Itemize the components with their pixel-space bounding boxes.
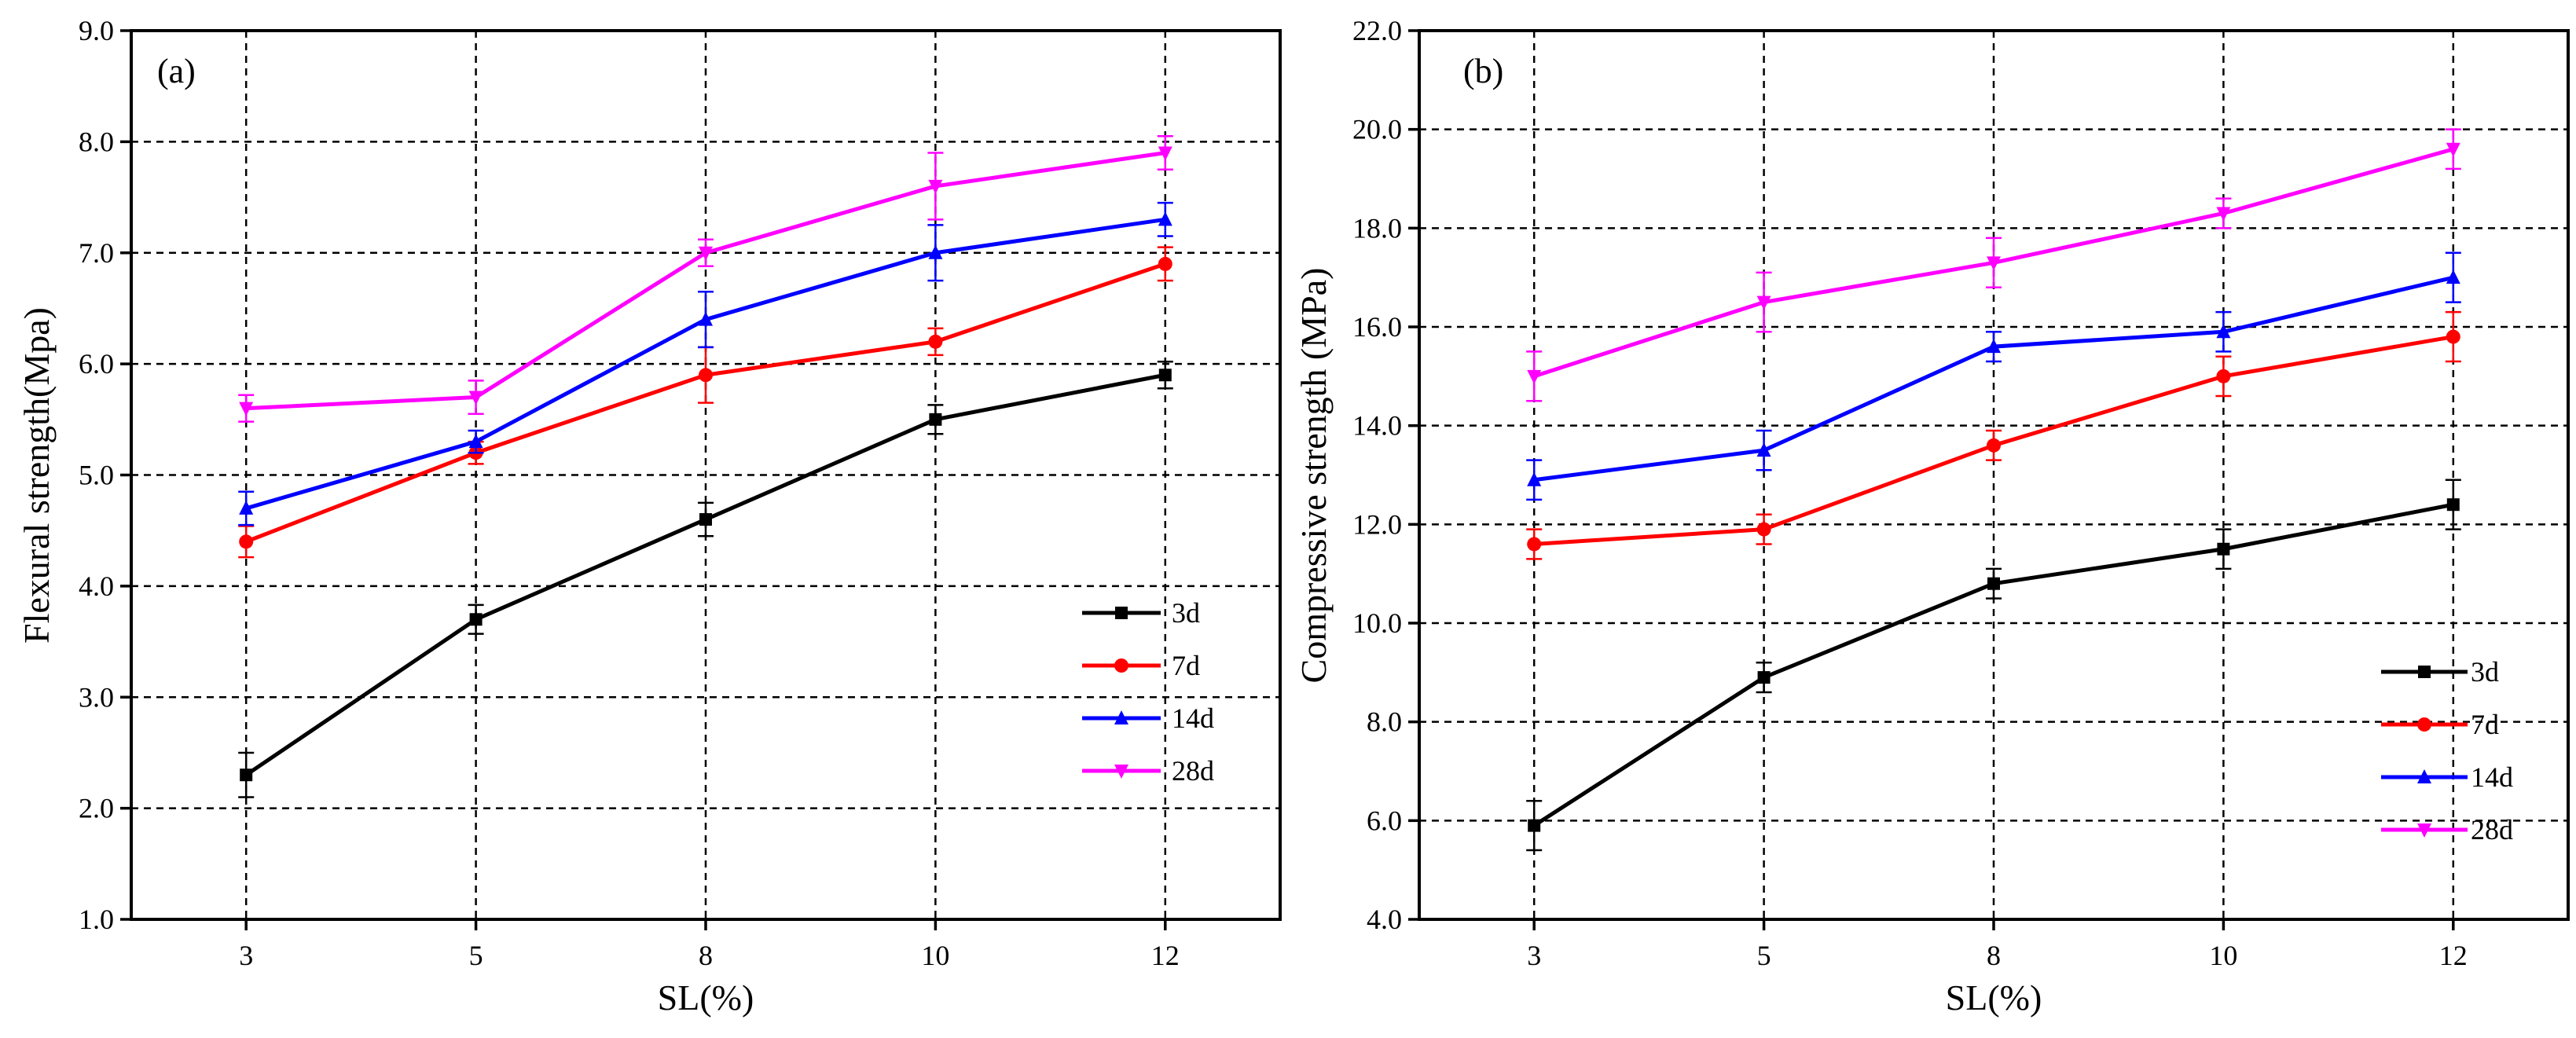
panel-label: (b): [1463, 52, 1503, 90]
data-point-7d: [928, 334, 943, 349]
data-point-14d: [928, 244, 943, 259]
x-tick-label: 3: [239, 940, 253, 971]
data-point-28d: [1987, 256, 2001, 271]
x-tick-label: 12: [1151, 940, 1180, 971]
legend-marker-14d: [2417, 769, 2431, 783]
data-point-28d: [2216, 207, 2231, 222]
x-tick-label: 5: [1757, 940, 1771, 971]
data-point-28d: [1158, 146, 1172, 161]
data-point-28d: [699, 246, 713, 261]
x-axis-title: SL(%): [658, 977, 754, 1018]
y-tick-label: 8.0: [79, 126, 114, 157]
legend-marker-28d: [2417, 823, 2431, 838]
y-tick-label: 4.0: [79, 570, 114, 602]
legend-label-7d: 7d: [2471, 709, 2499, 740]
y-tick-label: 18.0: [1352, 212, 1402, 244]
data-point-7d: [2216, 369, 2231, 383]
y-tick-label: 6.0: [1367, 805, 1402, 836]
data-point-14d: [239, 500, 254, 515]
data-point-14d: [699, 311, 713, 326]
y-tick-label: 22.0: [1352, 15, 1402, 46]
data-point-3d: [469, 613, 483, 626]
y-tick-label: 5.0: [79, 460, 114, 491]
y-tick-label: 20.0: [1352, 114, 1402, 145]
chart-panel-b: 4.0 6.0 8.0 10.0 12.0 14.0 16.0 18.0 20.0 22.0 3 5 8…: [1294, 15, 2570, 1018]
x-tick-label: 12: [2439, 940, 2468, 971]
legend-label-28d: 28d: [1172, 755, 1214, 787]
y-axis-title: Flexural strength(Mpa): [17, 307, 57, 644]
data-point-3d: [929, 413, 942, 426]
data-point-14d: [2446, 270, 2460, 284]
y-tick-label: 10.0: [1352, 607, 1402, 639]
y-tick-label: 12.0: [1352, 508, 1402, 540]
data-point-3d: [1757, 671, 1771, 684]
legend-marker-3d: [1115, 607, 1128, 619]
legend-label-28d: 28d: [2471, 814, 2513, 845]
y-axis-title: Compressive strength (MPa): [1294, 268, 1334, 684]
legend-marker-14d: [1114, 710, 1128, 724]
data-point-3d: [1158, 369, 1172, 382]
x-tick-label: 10: [2209, 940, 2237, 971]
data-point-28d: [928, 179, 943, 194]
panel-label: (a): [157, 52, 196, 90]
y-tick-label: 9.0: [79, 15, 114, 46]
y-tick-label: 1.0: [79, 904, 114, 935]
x-tick-label: 3: [1527, 940, 1541, 971]
legend-label-3d: 3d: [2471, 656, 2499, 688]
data-point-14d: [1527, 471, 1542, 486]
y-tick-label: 7.0: [79, 237, 114, 269]
x-tick-label: 10: [921, 940, 949, 971]
data-point-3d: [2217, 542, 2230, 556]
data-point-7d: [1158, 256, 1172, 271]
y-tick-label: 16.0: [1352, 311, 1402, 343]
data-point-7d: [1756, 522, 1771, 537]
data-point-28d: [2446, 142, 2460, 157]
x-tick-label: 5: [469, 940, 483, 971]
legend-marker-7d: [1114, 658, 1128, 673]
data-point-3d: [2446, 498, 2460, 512]
data-point-28d: [1756, 295, 1771, 310]
legend-label-14d: 14d: [2471, 761, 2513, 793]
data-point-28d: [1527, 369, 1542, 384]
y-tick-label: 4.0: [1367, 904, 1402, 935]
y-tick-label: 2.0: [79, 793, 114, 824]
x-tick-label: 8: [1987, 940, 2001, 971]
legend-label-7d: 7d: [1172, 650, 1200, 681]
data-point-14d: [1987, 339, 2001, 354]
x-axis-title: SL(%): [1946, 977, 2042, 1018]
data-point-14d: [468, 434, 483, 449]
data-point-14d: [2216, 324, 2231, 339]
legend-marker-7d: [2417, 717, 2431, 732]
data-point-3d: [1987, 577, 2000, 590]
y-tick-label: 6.0: [79, 348, 114, 380]
data-point-3d: [240, 768, 253, 782]
data-point-14d: [1756, 442, 1771, 457]
data-point-7d: [2446, 329, 2460, 344]
y-tick-label: 8.0: [1367, 706, 1402, 738]
data-point-3d: [699, 513, 712, 526]
data-point-7d: [239, 534, 254, 549]
data-point-7d: [1987, 438, 2001, 453]
legend-marker-28d: [1114, 765, 1128, 779]
data-point-14d: [1158, 211, 1172, 226]
y-tick-label: 14.0: [1352, 410, 1402, 442]
data-point-3d: [1528, 819, 1541, 832]
data-point-28d: [239, 402, 254, 416]
legend-marker-3d: [2418, 666, 2431, 678]
data-point-7d: [1527, 537, 1542, 552]
data-point-7d: [699, 368, 713, 383]
chart-panel-a: 1.0 2.0 3.0 4.0 5.0 6.0 7.0 8.0 9.0 3 5 8 10 12 (a) S…: [17, 15, 1282, 1018]
y-tick-label: 3.0: [79, 681, 114, 713]
data-point-28d: [468, 391, 483, 405]
legend-label-3d: 3d: [1172, 597, 1200, 629]
x-tick-label: 8: [699, 940, 713, 971]
legend-label-14d: 14d: [1172, 702, 1214, 734]
